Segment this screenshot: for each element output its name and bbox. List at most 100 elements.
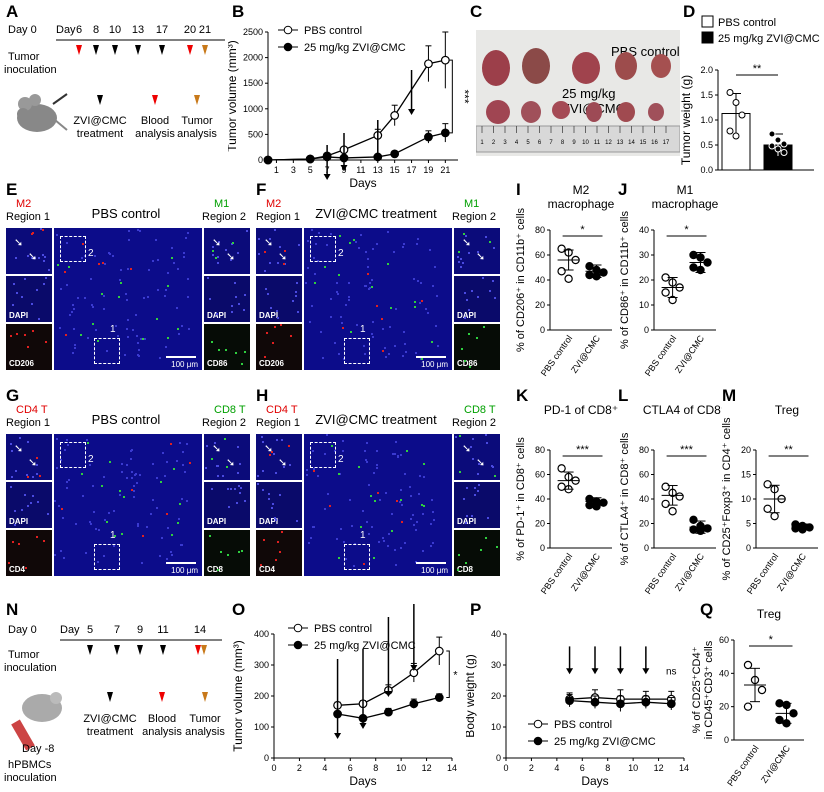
- speckle: [152, 462, 155, 465]
- arrow-head-icon: [408, 109, 416, 115]
- legend-label: PBS control: [304, 25, 362, 37]
- speckle: [416, 279, 419, 282]
- speckle: [235, 295, 238, 298]
- speckle: [216, 261, 219, 264]
- speckle: [478, 463, 481, 466]
- speckle: [91, 484, 94, 487]
- ruler-number: 1: [480, 140, 484, 146]
- y-tick-label: 2.0: [700, 65, 713, 75]
- speckle: [287, 444, 290, 447]
- speckle: [386, 262, 389, 265]
- data-point: [774, 136, 782, 144]
- speckle: [391, 530, 394, 533]
- ruler-number: 16: [651, 140, 658, 146]
- arrow-icon: ➘: [264, 237, 274, 249]
- x-tick-label: 15: [390, 165, 400, 175]
- speckle: [72, 327, 75, 330]
- speckle: [136, 525, 139, 528]
- speckle: [402, 355, 405, 358]
- speckle: [149, 512, 152, 515]
- speckle: [310, 305, 313, 308]
- day-tick-label: 14: [194, 624, 206, 636]
- region-number-1: 1: [110, 324, 116, 335]
- speckle: [481, 276, 484, 279]
- speckle: [66, 438, 69, 441]
- day-tick-label: 13: [132, 24, 144, 36]
- speckle: [181, 498, 184, 501]
- speckle: [138, 354, 141, 357]
- right-region-label: Region 2: [452, 211, 497, 223]
- speckle: [370, 495, 373, 498]
- speckle: [393, 452, 396, 455]
- arrow-icon: ➘: [28, 457, 38, 469]
- y-tick-label: 20: [639, 519, 649, 529]
- speckle: [296, 520, 299, 523]
- legend-label: PBS control: [554, 719, 612, 731]
- x-tick-label: 0: [503, 763, 508, 773]
- arrow-head-icon: [334, 733, 342, 739]
- speckle: [103, 518, 106, 521]
- speckle: [292, 299, 295, 302]
- y-axis-label: % of CD25⁺Foxp3⁺ in CD4⁺ cells: [721, 417, 733, 580]
- speckle: [24, 566, 27, 569]
- left-channel-inset: CD206: [256, 324, 302, 370]
- speckle: [395, 499, 398, 502]
- speckle: [113, 510, 116, 513]
- data-point: [565, 696, 574, 706]
- speckle: [155, 318, 158, 321]
- speckle: [380, 317, 383, 320]
- speckle: [42, 539, 45, 542]
- region-box-1: [94, 544, 120, 570]
- x-tick-label: 19: [423, 165, 433, 175]
- significance-label: *: [453, 669, 458, 681]
- speckle: [331, 445, 334, 448]
- speckle: [461, 261, 464, 264]
- speckle: [187, 328, 190, 331]
- speckle: [89, 278, 92, 281]
- y-axis-label: % of CD206⁺ in CD11b⁺ cells: [515, 207, 527, 352]
- day-marker-icon: [201, 645, 207, 655]
- speckle: [404, 350, 407, 353]
- speckle: [235, 501, 238, 504]
- speckle: [324, 266, 327, 269]
- panel-label-p: P: [470, 600, 482, 619]
- speckle: [60, 507, 63, 510]
- legend-label: 25 mg/kg ZVI@CMC: [718, 33, 820, 45]
- speckle: [323, 452, 326, 455]
- speckle: [313, 525, 316, 528]
- speckle: [214, 256, 217, 259]
- speckle: [341, 327, 344, 330]
- speckle: [420, 504, 423, 507]
- speckle: [181, 451, 184, 454]
- data-point: [564, 274, 573, 283]
- right-merged-inset: ➘ ➘: [204, 434, 250, 480]
- x-axis-label: Days: [581, 774, 608, 788]
- speckle: [158, 357, 161, 360]
- speckle: [151, 498, 154, 501]
- data-point: [616, 699, 625, 709]
- region-number-2: 2: [338, 248, 344, 259]
- significance-label: ***: [680, 444, 694, 456]
- speckle: [485, 441, 488, 444]
- arrow-head-icon: [359, 723, 367, 729]
- speckle: [184, 236, 187, 239]
- speckle: [60, 550, 63, 553]
- y-tick-label: 60: [639, 470, 649, 480]
- panel-label-m: M: [722, 386, 737, 405]
- arrow-head-icon: [374, 156, 382, 162]
- significance-bracket: [446, 650, 450, 699]
- x-axis-label: Days: [349, 176, 376, 190]
- legend-marker: [533, 719, 543, 729]
- speckle: [151, 259, 154, 262]
- speckle: [362, 563, 365, 566]
- speckle: [64, 271, 67, 274]
- speckle: [404, 343, 407, 346]
- speckle: [339, 234, 342, 237]
- data-point: [440, 55, 450, 65]
- speckle: [322, 356, 325, 359]
- speckle: [234, 281, 237, 284]
- data-point: [770, 511, 779, 521]
- speckle: [376, 449, 379, 452]
- speckle: [313, 257, 316, 260]
